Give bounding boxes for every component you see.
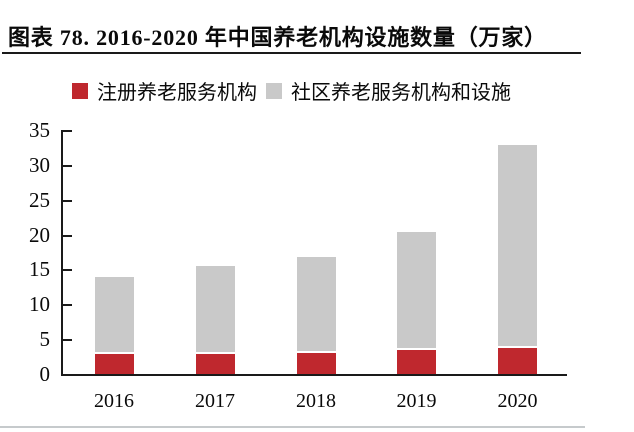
x-axis-label-2018: 2018 [296,390,336,412]
x-axis-label-2017: 2017 [195,390,235,412]
registered-segment [195,353,235,374]
community-legend-swatch [266,82,282,99]
x-axis-line [61,374,567,376]
y-tick-label: 0 [39,362,51,386]
bar-2020 [498,144,537,374]
y-tick-label: 30 [29,152,50,177]
registered-segment [94,354,134,374]
x-axis-label-2016: 2016 [94,390,134,412]
legend-label-community: 社区养老服务机构和设施 [291,82,511,104]
registered-segment [498,347,537,374]
y-tick-label: 35 [29,118,50,142]
bar-2018 [296,256,336,374]
registered-legend-swatch [72,82,88,99]
y-tick-label: 25 [29,187,50,212]
y-tick-mark [63,269,72,272]
community-segment [296,256,336,354]
y-axis-line [61,130,63,376]
community-segment [94,277,134,355]
bar-2019 [397,231,436,374]
y-tick-label: 20 [29,222,50,247]
y-tick-label: 10 [29,292,50,317]
registered-segment [397,350,436,374]
legend-item-registered: 注册养老服务机构 [72,76,257,105]
y-tick-mark [63,164,72,167]
registered-segment [296,353,336,374]
y-tick-label: 15 [29,257,50,282]
y-tick-mark [63,234,72,237]
y-tick-mark [63,199,72,202]
community-segment [397,231,436,351]
chart-legend: 注册养老服务机构 社区养老服务机构和设施 [72,76,511,105]
community-segment [498,144,537,348]
title-underline [2,52,581,54]
bar-2016 [94,277,134,374]
y-tick-label: 5 [39,327,51,352]
x-axis-label-2020: 2020 [497,390,538,412]
y-tick-mark [63,339,72,342]
community-segment [195,265,235,354]
legend-label-registered: 注册养老服务机构 [97,82,257,104]
figure-title: 图表 78. 2016-2020 年中国养老机构设施数量（万家） [8,25,547,50]
legend-item-community: 社区养老服务机构和设施 [266,76,511,105]
bar-2017 [195,265,235,374]
y-tick-mark [63,130,72,132]
x-axis-label-2019: 2019 [396,390,437,412]
page-bottom-border [0,426,585,428]
y-tick-mark [63,304,72,307]
